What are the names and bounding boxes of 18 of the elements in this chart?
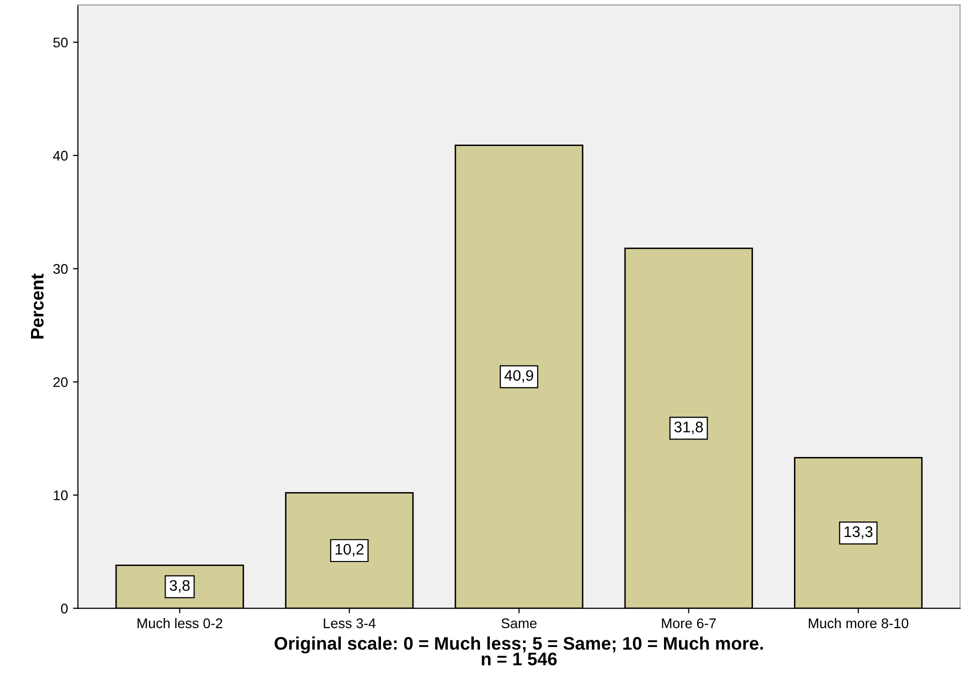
x-tick-label: Much more 8-10 (808, 618, 908, 628)
y-tick-label: 0 (61, 604, 68, 614)
x-tick-label: More 6-7 (662, 618, 716, 628)
y-tick-label: 10 (54, 490, 68, 500)
x-axis-title: Original scale: 0 = Much less; 5 = Same; 10 = Much more. n = 1 546 (274, 636, 763, 666)
y-tick-label: 50 (53, 38, 68, 48)
x-tick-label: Less 3-4 (324, 618, 376, 628)
data-label: 10,2 (336, 544, 364, 556)
y-axis-title: Percent (31, 274, 44, 339)
x-tick-label: Same (501, 618, 537, 628)
x-tick-label: Much less 0-2 (138, 618, 222, 628)
data-label: 40,9 (504, 370, 534, 383)
y-tick-label: 30 (53, 264, 68, 274)
data-label: 31,8 (674, 422, 703, 434)
y-tick-label: 40 (53, 150, 68, 161)
y-tick-label: 20 (53, 377, 68, 388)
data-label: 13,3 (844, 526, 872, 539)
data-label: 3,8 (170, 580, 190, 593)
